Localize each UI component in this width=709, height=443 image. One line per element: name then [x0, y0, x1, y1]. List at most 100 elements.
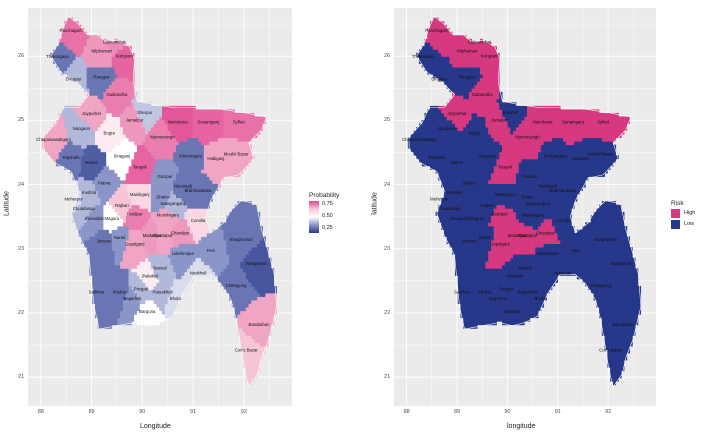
district-label: Barisal	[153, 265, 166, 270]
probability-map-panel: Panchagarh Lalmonirhat Nilphamari Kurigram T…	[28, 8, 292, 406]
district-label: Shariatpur	[518, 233, 538, 238]
y-tick-label: 25	[384, 117, 391, 124]
x-tick-label: 92	[240, 409, 247, 415]
risk-legend-key-high	[671, 209, 680, 218]
district-label: Brahmanbaria	[185, 188, 213, 193]
y-tick-label: 26	[18, 53, 25, 60]
district-label: Satkhira	[89, 290, 105, 295]
district-label: Rajshahi	[63, 155, 80, 160]
district-label: Khulna	[113, 290, 127, 295]
district-label: Thakurgaon	[46, 54, 70, 59]
district-label: Feni	[571, 248, 579, 253]
district-label: Thakurgaon	[412, 54, 436, 59]
district-label: Barguna	[504, 309, 521, 314]
x-tick-label: 91	[554, 409, 561, 415]
district-label: Chapainawabganj	[402, 137, 436, 142]
district-label: Habiganj	[207, 156, 224, 161]
probability-legend-gradient	[309, 201, 319, 233]
risk-legend-title: Risk	[671, 200, 684, 207]
district-label: Madaripur	[143, 233, 163, 238]
district-label: Jhenaidah	[84, 216, 104, 221]
district-label: Panchagarh	[425, 28, 449, 33]
district-label: Patuakhali	[517, 290, 537, 295]
district-label: Dhaka	[156, 195, 169, 200]
district-label: Joypurhat	[82, 111, 102, 116]
district-label: Jessore	[97, 238, 113, 243]
y-tick-label: 25	[18, 117, 25, 124]
district-label: Sherpur	[502, 110, 518, 115]
x-tick-label: 89	[88, 409, 95, 415]
district-label: Pabna	[463, 181, 476, 186]
district-label: Bhola	[170, 296, 182, 301]
district-label: Comilla	[191, 218, 206, 223]
district-label: Sunamganj	[562, 120, 584, 125]
y-tick-label: 24	[18, 181, 25, 188]
district-label: Manikganj	[130, 192, 150, 197]
probability-legend-label-high: 0.75	[322, 201, 333, 207]
district-label: Natore	[85, 160, 99, 165]
district-label: Dinajpur	[66, 77, 83, 82]
district-label: Patuakhali	[152, 290, 172, 295]
district-label: Narail	[114, 235, 125, 240]
district-label: Netrokona	[168, 120, 188, 125]
district-label: Madaripur	[508, 233, 528, 238]
x-tick-label: 90	[504, 409, 511, 415]
risk-y-axis-title: latitude	[371, 192, 379, 215]
district-label: Rajbari	[480, 203, 494, 208]
y-tick-label: 21	[384, 374, 391, 381]
y-tick-label: 26	[384, 53, 391, 60]
district-label: Bandarban	[248, 322, 270, 327]
district-label: Khulna	[478, 290, 492, 295]
y-tick-label: 22	[18, 309, 25, 316]
district-label: Manikganj	[495, 192, 515, 197]
district-label: Pirojpur	[499, 286, 514, 291]
x-tick-label: 89	[453, 409, 461, 415]
district-label: Munshiganj	[157, 213, 179, 218]
district-label: Narayanganj	[525, 201, 549, 206]
district-label: Bogra	[103, 130, 115, 135]
y-tick-label: 24	[384, 181, 391, 188]
district-label: Chittagong	[226, 283, 247, 288]
district-label: Kushtia	[82, 190, 97, 195]
district-label: Kurigram	[116, 53, 134, 58]
risk-legend-label-high: High	[684, 210, 696, 216]
district-label: Meherpur	[430, 197, 449, 202]
district-label: Nilphamari	[91, 48, 112, 53]
district-label: Gaibandha	[472, 92, 494, 97]
district-label: Sirajganj	[114, 154, 131, 159]
district-label: Chuadanga	[438, 206, 461, 211]
district-label: Lakshmipur	[537, 251, 560, 256]
y-tick-label: 23	[18, 245, 25, 252]
district-label: Faridpur	[127, 211, 144, 216]
x-tick-label: 88	[37, 409, 44, 415]
district-label: Pirojpur	[134, 286, 149, 291]
district-label: Tangail	[498, 164, 512, 169]
district-label: Barisal	[518, 265, 531, 270]
district-label: Satkhira	[454, 290, 470, 295]
country-outline	[408, 15, 642, 388]
probability-map-svg: Panchagarh Lalmonirhat Nilphamari Kurigram T…	[28, 8, 292, 406]
country-outline	[42, 15, 278, 388]
district-label: Narayanganj	[161, 201, 185, 206]
district-label: Netrokona	[533, 120, 553, 125]
probability-y-axis-title: Latitude	[3, 191, 11, 216]
district-label: Narsingdi	[174, 184, 192, 189]
x-tick-label: 90	[139, 409, 146, 415]
district-label: Nilphamari	[457, 48, 478, 53]
district-label: Sylhet	[597, 120, 610, 125]
district-label: Jamalpur	[491, 118, 509, 123]
district-label: Bagerhat	[123, 296, 141, 301]
district-label: Mymensingh	[150, 134, 175, 139]
x-tick-label: 92	[605, 409, 612, 415]
district-label: Lakshmipur	[172, 251, 195, 256]
district-label: Dinajpur	[431, 77, 448, 82]
probability-legend-label-low: 0.25	[322, 225, 333, 231]
district-label: Shariatpur	[153, 233, 173, 238]
district-label: Jessore	[462, 238, 478, 243]
probability-x-axis-title: Longitude	[140, 423, 171, 430]
district-label: Comilla	[556, 218, 571, 223]
district-label: Jhalakati	[141, 274, 158, 279]
x-tick-label: 91	[190, 409, 197, 415]
risk-x-axis-title: longitude	[507, 423, 536, 430]
